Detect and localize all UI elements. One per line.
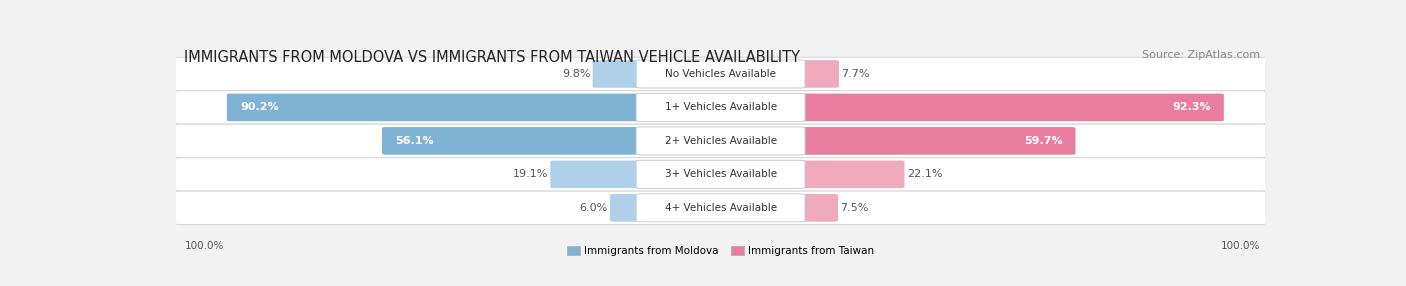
- Text: 100.0%: 100.0%: [1220, 241, 1260, 251]
- Text: 1+ Vehicles Available: 1+ Vehicles Available: [665, 102, 776, 112]
- FancyBboxPatch shape: [550, 160, 645, 188]
- Text: 19.1%: 19.1%: [513, 169, 548, 179]
- FancyBboxPatch shape: [636, 127, 806, 155]
- Text: Source: ZipAtlas.com: Source: ZipAtlas.com: [1142, 50, 1260, 60]
- Text: 6.0%: 6.0%: [579, 203, 607, 213]
- FancyBboxPatch shape: [610, 194, 645, 222]
- FancyBboxPatch shape: [636, 194, 806, 222]
- Text: 59.7%: 59.7%: [1024, 136, 1063, 146]
- FancyBboxPatch shape: [796, 127, 1076, 155]
- Text: 4+ Vehicles Available: 4+ Vehicles Available: [665, 203, 776, 213]
- FancyBboxPatch shape: [636, 160, 806, 188]
- Text: 56.1%: 56.1%: [395, 136, 433, 146]
- Text: 92.3%: 92.3%: [1173, 102, 1211, 112]
- FancyBboxPatch shape: [636, 60, 806, 88]
- FancyBboxPatch shape: [174, 158, 1267, 191]
- Text: 3+ Vehicles Available: 3+ Vehicles Available: [665, 169, 776, 179]
- FancyBboxPatch shape: [174, 124, 1267, 158]
- Text: No Vehicles Available: No Vehicles Available: [665, 69, 776, 79]
- FancyBboxPatch shape: [174, 57, 1267, 91]
- FancyBboxPatch shape: [796, 60, 839, 88]
- FancyBboxPatch shape: [796, 94, 1223, 121]
- FancyBboxPatch shape: [174, 91, 1267, 124]
- Legend: Immigrants from Moldova, Immigrants from Taiwan: Immigrants from Moldova, Immigrants from…: [564, 242, 877, 260]
- FancyBboxPatch shape: [382, 127, 645, 155]
- FancyBboxPatch shape: [226, 94, 645, 121]
- Text: 90.2%: 90.2%: [240, 102, 278, 112]
- Text: 7.5%: 7.5%: [841, 203, 869, 213]
- Text: IMMIGRANTS FROM MOLDOVA VS IMMIGRANTS FROM TAIWAN VEHICLE AVAILABILITY: IMMIGRANTS FROM MOLDOVA VS IMMIGRANTS FR…: [184, 50, 800, 65]
- Text: 22.1%: 22.1%: [907, 169, 942, 179]
- Text: 2+ Vehicles Available: 2+ Vehicles Available: [665, 136, 776, 146]
- Text: 9.8%: 9.8%: [562, 69, 591, 79]
- FancyBboxPatch shape: [796, 194, 838, 222]
- FancyBboxPatch shape: [593, 60, 645, 88]
- Text: 7.7%: 7.7%: [841, 69, 870, 79]
- FancyBboxPatch shape: [796, 160, 904, 188]
- Text: 100.0%: 100.0%: [184, 241, 224, 251]
- FancyBboxPatch shape: [174, 191, 1267, 225]
- FancyBboxPatch shape: [636, 94, 806, 122]
